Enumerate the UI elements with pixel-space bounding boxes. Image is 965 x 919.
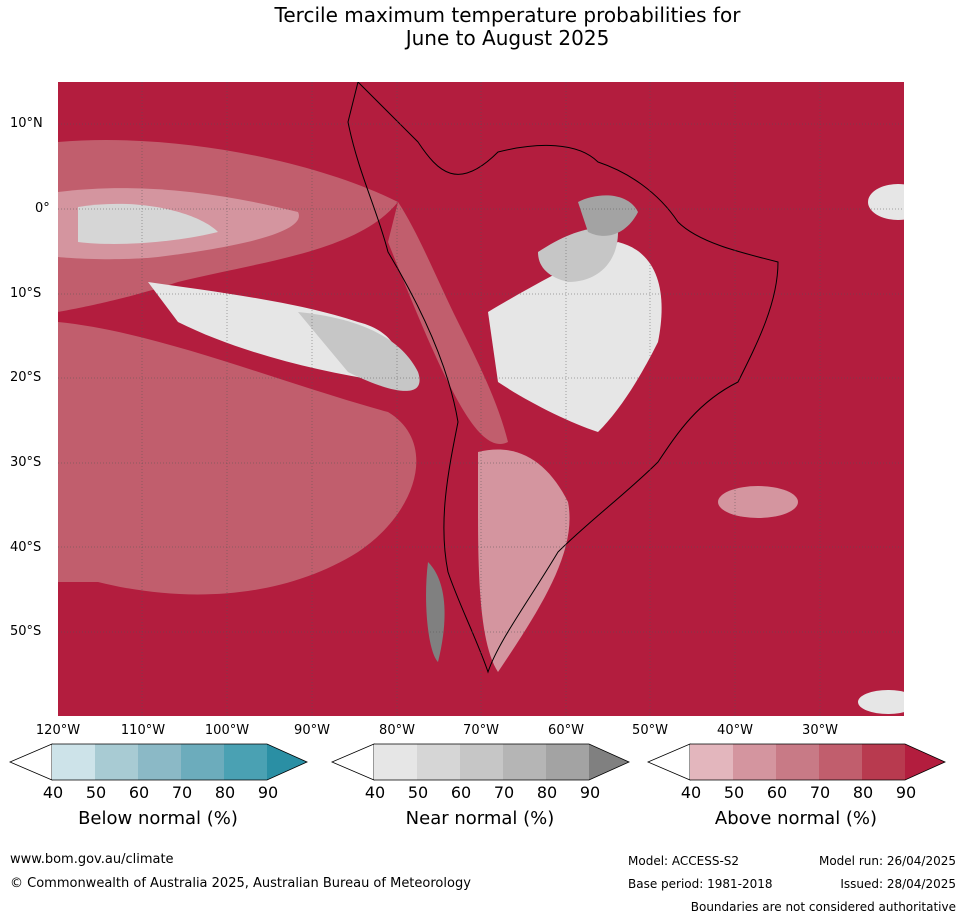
tick-below-70: 70 — [171, 783, 193, 802]
tick-above-40: 40 — [680, 783, 702, 802]
cb-below-6 — [267, 744, 307, 780]
footer-issued: Issued: 28/04/2025 — [840, 877, 956, 891]
lon-label-120w: 120°W — [35, 723, 81, 738]
region-andes — [388, 202, 508, 444]
colorbar-near — [330, 743, 630, 781]
cb-above-4 — [819, 744, 862, 780]
region-southern-cone — [478, 449, 570, 672]
tick-below-90: 90 — [257, 783, 279, 802]
cb-below-1 — [52, 744, 95, 780]
cb-above-6 — [905, 744, 945, 780]
footer-disclaimer: Boundaries are not considered authoritat… — [690, 900, 956, 914]
region-near-brazil — [488, 242, 662, 432]
cb-below-0 — [8, 743, 53, 781]
cb-near-0 — [330, 743, 375, 781]
tick-below-60: 60 — [128, 783, 150, 802]
tick-near-60: 60 — [450, 783, 472, 802]
graticule — [58, 82, 904, 716]
cb-below-4 — [181, 744, 224, 780]
tick-near-90: 90 — [579, 783, 601, 802]
map-title: Tercile maximum temperature probabilitie… — [0, 4, 965, 50]
tick-near-50: 50 — [407, 783, 429, 802]
tick-near-80: 80 — [536, 783, 558, 802]
legend-near-title: Near normal (%) — [405, 808, 555, 829]
tick-below-50: 50 — [85, 783, 107, 802]
colorbar-above — [646, 743, 946, 781]
legend-above-title: Above normal (%) — [714, 808, 878, 829]
lon-label-60w: 60°W — [548, 723, 584, 738]
tick-below-80: 80 — [214, 783, 236, 802]
lat-label-40s: 40°S — [10, 540, 42, 555]
cb-near-2 — [417, 744, 460, 780]
lat-label-30s: 30°S — [10, 455, 42, 470]
tick-above-80: 80 — [852, 783, 874, 802]
lon-label-90w: 90°W — [294, 723, 330, 738]
patch-south-east — [858, 690, 904, 714]
cb-below-5 — [224, 744, 267, 780]
title-line-1: Tercile maximum temperature probabilitie… — [274, 3, 741, 27]
lat-label-10s: 10°S — [10, 286, 42, 301]
cb-near-4 — [503, 744, 546, 780]
lat-label-20s: 20°S — [10, 370, 42, 385]
tick-above-60: 60 — [766, 783, 788, 802]
lon-label-50w: 50°W — [632, 723, 668, 738]
cb-below-2 — [95, 744, 138, 780]
cb-above-3 — [776, 744, 819, 780]
lon-label-30w: 30°W — [802, 723, 838, 738]
footer-model: Model: ACCESS-S2 — [628, 854, 740, 868]
lat-label-50s: 50°S — [10, 624, 42, 639]
region-chile-near — [426, 562, 445, 662]
patch-south-atlantic — [718, 486, 798, 518]
tick-above-90: 90 — [895, 783, 917, 802]
legend-below-title: Below normal (%) — [78, 808, 238, 829]
lat-label-0: 0° — [35, 201, 50, 216]
tick-above-50: 50 — [723, 783, 745, 802]
colorbar-below — [8, 743, 308, 781]
lon-label-70w: 70°W — [463, 723, 499, 738]
lon-label-110w: 110°W — [120, 723, 166, 738]
title-line-2: June to August 2025 — [405, 26, 610, 50]
cb-near-5 — [546, 744, 589, 780]
lat-label-10n: 10°N — [10, 116, 43, 131]
cb-near-3 — [460, 744, 503, 780]
cb-below-3 — [138, 744, 181, 780]
tick-below-40: 40 — [42, 783, 64, 802]
footer-base-period: Base period: 1981-2018 — [628, 877, 773, 891]
region-near-west — [78, 203, 218, 244]
tick-near-70: 70 — [493, 783, 515, 802]
cb-above-1 — [690, 744, 733, 780]
tick-near-40: 40 — [364, 783, 386, 802]
cb-above-0 — [646, 743, 691, 781]
footer-copyright: © Commonwealth of Australia 2025, Austra… — [10, 876, 471, 891]
probability-map — [58, 82, 904, 716]
region-near-north — [578, 195, 638, 236]
region-near-amazon — [538, 228, 618, 282]
lon-label-80w: 80°W — [379, 723, 415, 738]
lon-label-100w: 100°W — [204, 723, 250, 738]
patch-east-atlantic — [868, 184, 904, 220]
map-svg — [58, 82, 904, 716]
footer-website[interactable]: www.bom.gov.au/climate — [10, 852, 174, 867]
cb-above-5 — [862, 744, 905, 780]
tick-above-70: 70 — [809, 783, 831, 802]
coastline — [347, 82, 779, 674]
footer-model-run: Model run: 26/04/2025 — [818, 854, 956, 868]
cb-near-1 — [374, 744, 417, 780]
region-near-pacific-dark — [298, 312, 420, 391]
region-above-70-80-b — [58, 322, 417, 595]
cb-near-6 — [589, 744, 629, 780]
cb-above-2 — [733, 744, 776, 780]
lon-label-40w: 40°W — [717, 723, 753, 738]
